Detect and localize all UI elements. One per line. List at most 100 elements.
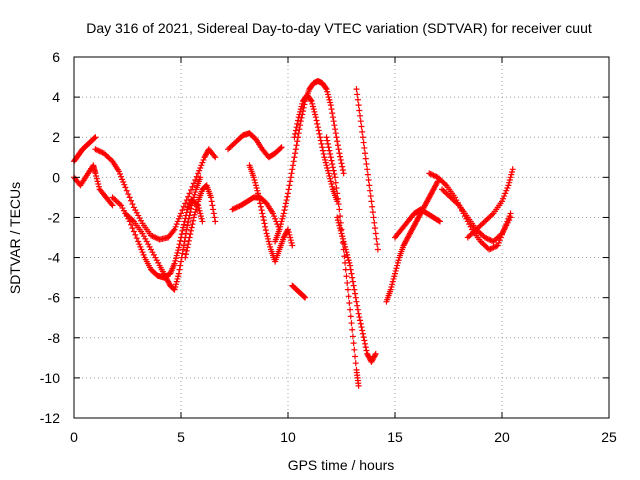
data-point bbox=[354, 96, 361, 103]
data-point bbox=[329, 183, 336, 190]
data-point bbox=[346, 259, 353, 266]
data-point bbox=[390, 275, 397, 282]
data-point bbox=[298, 103, 305, 110]
series-sat-t bbox=[464, 166, 516, 241]
series-sat-m bbox=[323, 134, 362, 389]
data-point bbox=[319, 147, 326, 154]
data-point bbox=[502, 190, 509, 197]
data-point bbox=[192, 177, 199, 184]
data-point bbox=[176, 213, 183, 220]
data-point bbox=[199, 159, 206, 166]
y-axis-label: SDTVAR / TECUs bbox=[7, 182, 23, 294]
data-point bbox=[363, 160, 370, 167]
data-point bbox=[198, 215, 205, 222]
data-point bbox=[182, 200, 189, 207]
data-point bbox=[323, 162, 330, 169]
data-point bbox=[125, 191, 132, 198]
data-point bbox=[197, 174, 204, 181]
data-point bbox=[499, 198, 505, 205]
data-point bbox=[270, 210, 277, 217]
data-point bbox=[117, 170, 124, 177]
data-point bbox=[196, 167, 203, 174]
data-point bbox=[289, 242, 296, 249]
series-sat-n bbox=[334, 214, 379, 365]
y-tick-label: -8 bbox=[48, 330, 61, 346]
data-point bbox=[302, 294, 309, 301]
data-point bbox=[325, 170, 332, 177]
data-point bbox=[277, 145, 284, 152]
data-point bbox=[190, 214, 197, 221]
x-tick-label: 0 bbox=[70, 429, 78, 445]
x-tick-label: 25 bbox=[601, 429, 617, 445]
data-point bbox=[501, 226, 508, 233]
data-point bbox=[326, 96, 333, 103]
data-point bbox=[359, 128, 366, 135]
data-point bbox=[356, 314, 363, 321]
data-point bbox=[207, 194, 214, 201]
data-point bbox=[334, 142, 341, 149]
data-point bbox=[349, 274, 356, 281]
data-point bbox=[320, 150, 327, 157]
data-point bbox=[362, 155, 369, 162]
data-point bbox=[139, 249, 146, 256]
data-point bbox=[187, 231, 194, 238]
data-point bbox=[494, 242, 501, 249]
data-point bbox=[354, 306, 361, 313]
data-point bbox=[252, 182, 259, 189]
axis-ticks bbox=[73, 56, 610, 419]
data-point bbox=[187, 205, 194, 212]
data-point bbox=[319, 144, 326, 151]
data-point bbox=[328, 181, 335, 188]
data-point bbox=[185, 237, 192, 244]
data-point bbox=[324, 167, 331, 174]
data-point bbox=[180, 246, 187, 253]
y-tick-label: -4 bbox=[48, 250, 61, 266]
data-point bbox=[310, 106, 317, 113]
data-point bbox=[344, 286, 351, 293]
data-point bbox=[327, 154, 334, 161]
data-point bbox=[321, 154, 328, 161]
data-point bbox=[181, 238, 188, 245]
data-point bbox=[172, 283, 179, 290]
data-point bbox=[182, 251, 189, 258]
data-point bbox=[265, 235, 272, 242]
data-point bbox=[352, 290, 359, 297]
data-point bbox=[173, 221, 180, 228]
data-point bbox=[93, 175, 100, 182]
data-point bbox=[372, 230, 379, 237]
data-point bbox=[495, 239, 502, 246]
data-point bbox=[328, 157, 335, 164]
data-point bbox=[264, 233, 271, 240]
plot-frame bbox=[73, 56, 610, 419]
data-point bbox=[265, 238, 272, 245]
data-point bbox=[326, 147, 333, 154]
data-point bbox=[312, 114, 319, 121]
data-point bbox=[374, 241, 381, 248]
data-point bbox=[374, 246, 381, 253]
data-point bbox=[174, 218, 181, 225]
data-point bbox=[297, 106, 304, 113]
data-point bbox=[367, 193, 374, 200]
data-point bbox=[187, 187, 194, 194]
data-point bbox=[340, 170, 347, 177]
series-sat-i bbox=[246, 162, 296, 265]
data-point bbox=[176, 241, 183, 248]
series-sat-h bbox=[229, 194, 283, 233]
data-point bbox=[341, 241, 348, 248]
data-point bbox=[170, 227, 177, 234]
data-point bbox=[316, 130, 323, 137]
data-point bbox=[322, 156, 329, 163]
data-point bbox=[180, 203, 187, 210]
data-point bbox=[293, 124, 300, 131]
data-point bbox=[373, 235, 380, 242]
data-point bbox=[392, 270, 398, 277]
data-point bbox=[175, 270, 182, 277]
data-point bbox=[297, 122, 304, 129]
data-point bbox=[309, 103, 316, 110]
data-point bbox=[252, 179, 259, 186]
data-point bbox=[292, 146, 299, 153]
data-point bbox=[193, 173, 200, 180]
data-point bbox=[357, 118, 364, 125]
data-point bbox=[332, 126, 339, 133]
data-point bbox=[360, 334, 367, 341]
